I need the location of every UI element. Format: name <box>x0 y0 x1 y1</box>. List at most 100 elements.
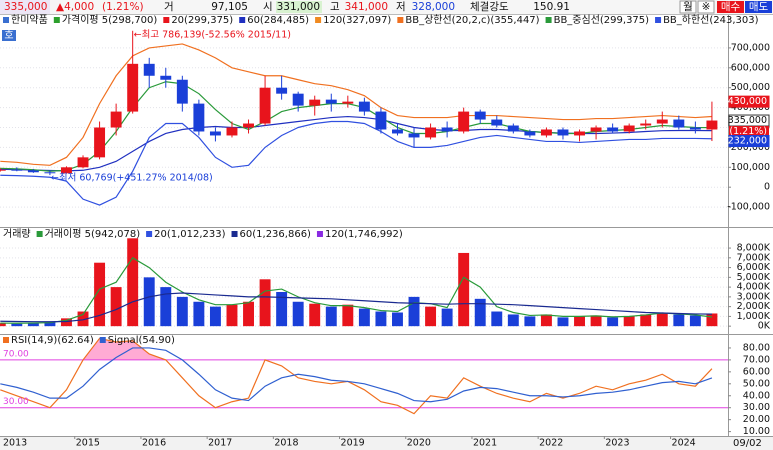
volume-bar <box>44 322 56 327</box>
legend-swatch <box>146 231 153 237</box>
volume-bar <box>0 323 6 327</box>
legend-label: BB_하한선(243,303) <box>663 13 759 26</box>
candle-body <box>474 111 486 120</box>
candle-body <box>673 119 685 128</box>
legend-label: BB_상한선(20,2,c)(355,447) <box>405 14 539 26</box>
y-tick-label: 1,000K <box>737 311 771 322</box>
price-label: 430,000 <box>728 96 767 107</box>
plot: ←최고 786,139(-52.56% 2015/11) ←최저 60,769(+… <box>0 29 728 415</box>
y-tick-label: 40.00 <box>743 390 770 401</box>
candle-body <box>61 167 72 174</box>
x-axis-bar <box>0 436 773 450</box>
x-tick-label: 2018 <box>274 438 298 449</box>
volume-bar <box>77 311 89 327</box>
volume-bar <box>61 318 72 327</box>
legend-label: 120(327,097) <box>323 15 391 26</box>
legend-label: BB_중심선(299,375) <box>554 14 650 26</box>
volume-bar <box>342 304 354 327</box>
legend-label: 60(1,236,866) <box>240 229 312 240</box>
y-tick-label: 600,000 <box>731 62 770 73</box>
legend-swatch <box>315 17 322 23</box>
volume-bar <box>524 316 536 327</box>
price-label-box <box>728 135 770 148</box>
y-tick-label: 7,000K <box>737 252 771 263</box>
volume-bar <box>226 304 238 327</box>
volume-bar <box>110 287 122 327</box>
volume-bar <box>491 311 503 327</box>
volume-bar <box>540 314 552 327</box>
volume-bar <box>689 315 701 327</box>
volume-bar <box>27 322 39 327</box>
candle-body <box>640 123 652 126</box>
candle-body <box>706 120 718 130</box>
corner-button[interactable]: 호 <box>4 30 13 42</box>
y-tick-label: 60.00 <box>743 366 770 377</box>
strength-label: 체결강도 <box>470 1 509 13</box>
button-frame <box>679 0 697 14</box>
candle-body <box>607 127 619 132</box>
y-tick-label: 2,000K <box>737 301 771 312</box>
legend-swatch <box>3 337 9 343</box>
volume-bar <box>425 306 437 327</box>
last-date: 09/02 <box>733 438 762 449</box>
volume-bar <box>656 312 668 327</box>
candle-body <box>226 127 238 136</box>
series-line <box>0 257 713 324</box>
candle-body <box>375 111 387 130</box>
legend-swatch <box>545 17 552 23</box>
x-tick-label: 2022 <box>539 438 563 449</box>
candle-body <box>143 63 155 76</box>
x-tick-label: 2021 <box>473 438 497 449</box>
legend-swatch <box>397 17 404 23</box>
open: 331,000 <box>277 1 320 13</box>
candle-body <box>325 99 337 104</box>
legend-label: 120(1,746,992) <box>325 229 403 240</box>
candle-body <box>524 131 536 136</box>
buy-button[interactable]: 매수 <box>721 1 741 13</box>
settings-button[interactable]: ※ <box>702 1 711 13</box>
volume-bar <box>127 238 139 327</box>
change-pct: (1.21%) <box>102 1 144 13</box>
candle-body <box>44 172 56 174</box>
month-button[interactable]: 월 <box>683 1 693 13</box>
x-tick-label: 2016 <box>142 438 166 449</box>
volume-bar <box>243 301 254 327</box>
legend-swatch <box>163 17 170 23</box>
max-annotation: ←최고 786,139(-52.56% 2015/11) <box>134 29 291 40</box>
high: 341,000 <box>345 1 388 13</box>
candle-body <box>574 131 585 136</box>
volume-bar <box>557 317 569 327</box>
volume-bar <box>474 298 486 327</box>
candle-body <box>176 79 188 104</box>
candle-body <box>540 129 552 136</box>
legend-swatch <box>53 17 60 23</box>
y-tick-label: 700,000 <box>731 42 770 53</box>
y-tick-label: 8,000K <box>737 243 771 254</box>
reference-label: 30.00 <box>3 397 29 407</box>
volume-bar <box>392 312 403 327</box>
candle-body <box>557 129 569 136</box>
candle-body <box>491 119 503 126</box>
candle-body <box>110 111 122 128</box>
y-tick-label: 4,000K <box>737 282 771 293</box>
y-tick-label: 0K <box>758 321 771 332</box>
sell-button-bg <box>745 1 772 13</box>
sell-button[interactable]: 매도 <box>749 1 769 13</box>
volume-bar <box>574 316 585 327</box>
strength: 150.91 <box>533 1 570 13</box>
candle-body <box>11 169 23 171</box>
candle-body <box>127 63 139 112</box>
price-label: 232,000 <box>728 136 767 147</box>
volume-bar <box>640 314 652 327</box>
candle-body <box>425 127 437 138</box>
volume-bar <box>325 306 337 327</box>
candle-body <box>27 170 39 173</box>
legend-swatch <box>36 231 43 237</box>
y-tick-label: 100,000 <box>731 162 770 173</box>
x-tick-label: 2020 <box>407 438 431 449</box>
open-cell <box>276 1 322 13</box>
volume-bar <box>11 323 23 327</box>
volume-bar <box>193 301 205 327</box>
y-tick-label: -100,000 <box>727 202 770 213</box>
candle-body <box>441 127 453 132</box>
